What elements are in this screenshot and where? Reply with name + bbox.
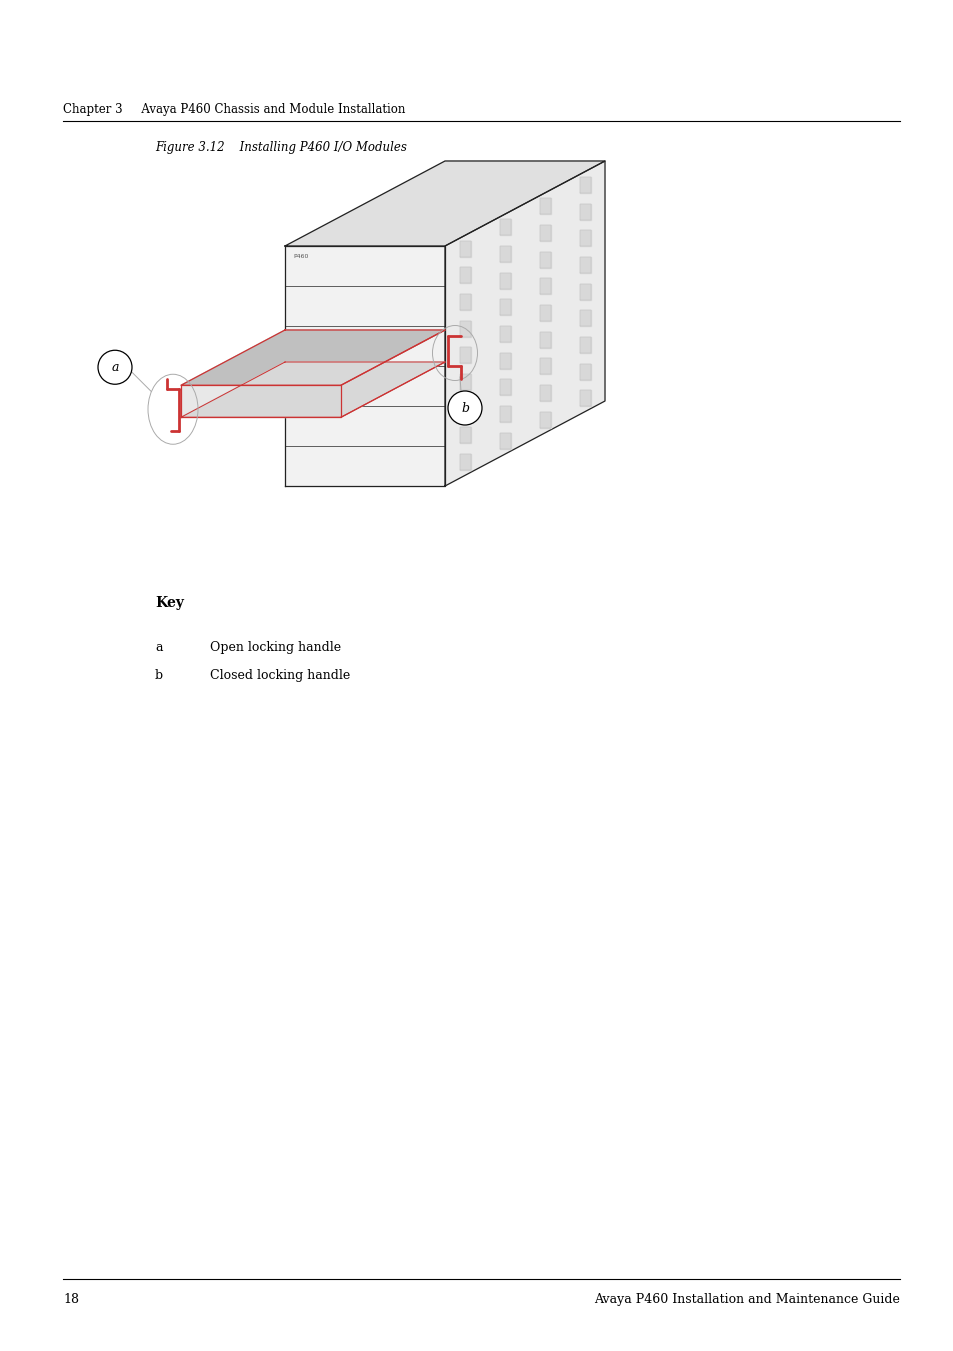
Polygon shape bbox=[459, 427, 470, 443]
Polygon shape bbox=[499, 246, 510, 262]
Polygon shape bbox=[578, 230, 590, 246]
Polygon shape bbox=[499, 326, 510, 342]
Polygon shape bbox=[578, 336, 590, 353]
Polygon shape bbox=[539, 305, 550, 322]
Polygon shape bbox=[578, 284, 590, 300]
Polygon shape bbox=[459, 454, 470, 470]
Polygon shape bbox=[499, 432, 510, 449]
Polygon shape bbox=[539, 199, 550, 215]
Text: Key: Key bbox=[154, 596, 184, 611]
Polygon shape bbox=[459, 267, 470, 284]
Polygon shape bbox=[539, 278, 550, 295]
Polygon shape bbox=[459, 240, 470, 257]
Polygon shape bbox=[499, 300, 510, 315]
Text: Figure 3.12    Installing P460 I/O Modules: Figure 3.12 Installing P460 I/O Modules bbox=[154, 141, 406, 154]
Text: b: b bbox=[154, 669, 163, 682]
Text: a: a bbox=[112, 361, 118, 374]
Circle shape bbox=[448, 390, 481, 426]
Polygon shape bbox=[459, 295, 470, 309]
Polygon shape bbox=[578, 257, 590, 273]
Polygon shape bbox=[285, 246, 444, 486]
Text: 18: 18 bbox=[63, 1293, 79, 1306]
Polygon shape bbox=[181, 385, 340, 417]
Polygon shape bbox=[181, 330, 444, 385]
Polygon shape bbox=[539, 331, 550, 347]
Polygon shape bbox=[499, 273, 510, 289]
Polygon shape bbox=[539, 251, 550, 267]
Polygon shape bbox=[459, 401, 470, 416]
Polygon shape bbox=[181, 362, 444, 417]
Text: Closed locking handle: Closed locking handle bbox=[210, 669, 350, 682]
Polygon shape bbox=[459, 347, 470, 363]
Polygon shape bbox=[499, 353, 510, 369]
Polygon shape bbox=[578, 311, 590, 327]
Polygon shape bbox=[459, 320, 470, 336]
Text: a: a bbox=[154, 640, 162, 654]
Polygon shape bbox=[578, 390, 590, 407]
Polygon shape bbox=[539, 385, 550, 401]
Polygon shape bbox=[444, 161, 604, 486]
Polygon shape bbox=[578, 204, 590, 220]
Text: b: b bbox=[460, 401, 469, 415]
Circle shape bbox=[98, 350, 132, 384]
Polygon shape bbox=[285, 161, 604, 246]
Polygon shape bbox=[578, 177, 590, 193]
Text: P460: P460 bbox=[293, 254, 308, 259]
Polygon shape bbox=[459, 374, 470, 390]
Polygon shape bbox=[539, 224, 550, 240]
Polygon shape bbox=[578, 363, 590, 380]
Polygon shape bbox=[499, 407, 510, 422]
Text: Chapter 3     Avaya P460 Chassis and Module Installation: Chapter 3 Avaya P460 Chassis and Module … bbox=[63, 103, 405, 116]
Polygon shape bbox=[499, 380, 510, 396]
Polygon shape bbox=[539, 358, 550, 374]
Text: Open locking handle: Open locking handle bbox=[210, 640, 341, 654]
Text: Avaya P460 Installation and Maintenance Guide: Avaya P460 Installation and Maintenance … bbox=[594, 1293, 899, 1306]
Polygon shape bbox=[499, 219, 510, 235]
Polygon shape bbox=[539, 412, 550, 427]
